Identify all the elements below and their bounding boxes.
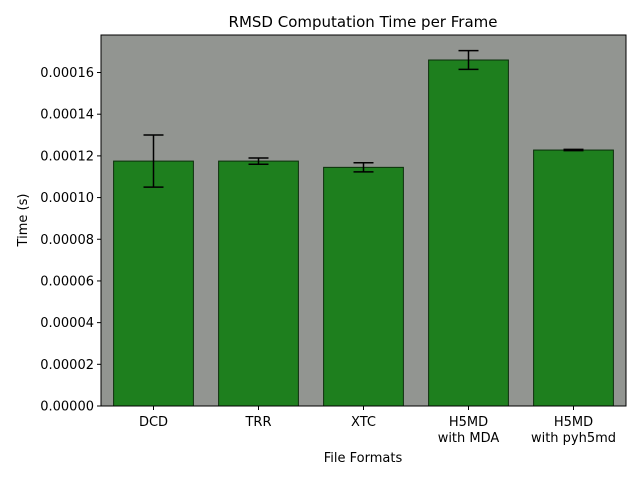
y-tick-label: 0.00006 [40,274,94,289]
x-axis-label: File Formats [324,451,403,466]
y-tick-label: 0.00014 [40,108,94,123]
chart-title: RMSD Computation Time per Frame [229,13,498,31]
x-tick-label: H5MD with MDA [438,415,500,446]
bars-group [113,59,614,407]
bar [533,149,614,407]
y-tick-label: 0.00002 [40,358,94,373]
y-tick-label: 0.00012 [40,149,94,164]
y-axis-label: Time (s) [16,194,31,248]
x-tick-label: XTC [351,415,376,430]
bar [113,160,194,407]
y-tick-label: 0.00010 [40,191,94,206]
y-tick-label: 0.00016 [40,66,94,81]
y-tick-label: 0.00004 [40,316,94,331]
x-tick-label: TRR [244,415,271,430]
bar [323,166,404,407]
bar [428,59,509,407]
x-axis-ticks: DCD TRR XTC H5MD with MDA H5MD with pyh5md [139,406,616,446]
bar [218,160,299,407]
plot-frame [100,34,627,407]
error-bars-group [143,49,584,188]
x-tick-label: DCD [139,415,168,430]
x-tick-label: H5MD with pyh5md [531,415,616,446]
y-tick-label: 0.00008 [40,233,94,248]
y-axis-ticks: 0.00000 0.00002 0.00004 0.00006 0.00008 0.000… [40,66,101,415]
y-tick-label: 0.00000 [40,400,94,415]
